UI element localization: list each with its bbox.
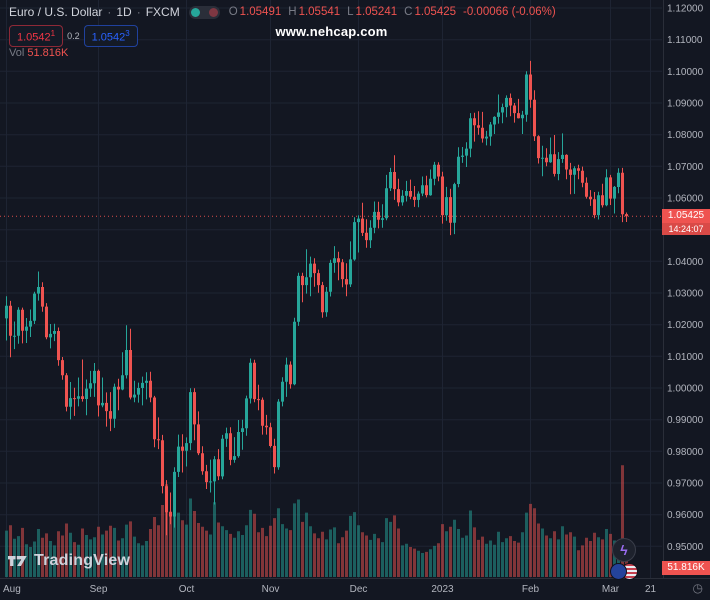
symbol-title[interactable]: Euro / U.S. Dollar bbox=[9, 5, 103, 19]
tradingview-logo[interactable]: TradingView bbox=[8, 552, 130, 570]
buy-button[interactable]: 1.05423 bbox=[83, 25, 138, 47]
axis-separators bbox=[0, 0, 710, 579]
toggle-off-dot-icon bbox=[208, 7, 218, 17]
sell-button[interactable]: 1.05421 bbox=[9, 25, 64, 47]
volume-bars-down bbox=[9, 465, 628, 577]
change-value: -0.00066 (-0.06%) bbox=[463, 6, 556, 18]
volume-axis-badge: 51.816K bbox=[662, 561, 710, 575]
price-axis[interactable] bbox=[663, 0, 710, 578]
tradingview-logo-mark bbox=[8, 556, 27, 566]
price-axis-label: 1.08000 bbox=[667, 130, 704, 141]
price-axis-label: 1.11000 bbox=[667, 35, 703, 46]
ohlc-high-value: 1.05541 bbox=[298, 6, 341, 18]
ohlc-readout: O 1.05491 H 1.05541 L 1.05241 C 1.05425 … bbox=[229, 6, 556, 18]
price-axis-label: 0.97000 bbox=[667, 479, 704, 490]
ohlc-close-value: 1.05425 bbox=[414, 6, 457, 18]
instant-order-button[interactable]: ϟ bbox=[612, 538, 636, 562]
watermark: www.nehcap.com bbox=[275, 24, 388, 39]
time-axis-label: 2023 bbox=[431, 584, 454, 595]
time-axis-label: Aug bbox=[3, 584, 21, 595]
time-axis-label: Dec bbox=[350, 584, 368, 595]
price-axis-label: 0.96000 bbox=[667, 510, 704, 521]
buy-price-pip: 3 bbox=[125, 29, 130, 38]
volume-label: Vol bbox=[9, 47, 25, 59]
separator-dot: · bbox=[136, 5, 141, 19]
tradingview-logo-text: TradingView bbox=[34, 552, 131, 569]
last-price-value: 1.05425 bbox=[662, 209, 710, 223]
price-axis-label: 1.00000 bbox=[667, 384, 704, 395]
up-candle-bodies bbox=[5, 74, 620, 517]
price-axis-label: 1.07000 bbox=[667, 162, 704, 173]
time-axis-label: Oct bbox=[179, 584, 195, 595]
lightning-icon: ϟ bbox=[620, 542, 628, 558]
timezone-clock-icon[interactable]: ◷ bbox=[692, 581, 703, 595]
price-axis-label: 1.04000 bbox=[667, 257, 704, 268]
separator-dot: · bbox=[107, 5, 112, 19]
price-axis-label: 1.01000 bbox=[667, 352, 704, 363]
time-axis-label: 21 bbox=[645, 584, 657, 595]
exchange-label[interactable]: FXCM bbox=[145, 5, 180, 19]
price-axis-label: 1.06000 bbox=[667, 194, 704, 205]
ohlc-open-value: 1.05491 bbox=[239, 6, 282, 18]
time-axis-label: Nov bbox=[262, 584, 280, 595]
price-axis-label: 1.03000 bbox=[667, 289, 704, 300]
volume-legend: Vol 51.816K bbox=[9, 47, 68, 59]
eur-flag-icon bbox=[610, 563, 627, 580]
toggle-on-dot-icon bbox=[190, 7, 200, 17]
time-axis[interactable] bbox=[0, 578, 710, 600]
volume-bars-up bbox=[5, 498, 620, 577]
candle-countdown: 14:24:07 bbox=[662, 223, 710, 235]
ohlc-low-label: L bbox=[347, 6, 354, 18]
time-axis-label: Feb bbox=[522, 584, 540, 595]
buy-sell-widget: 1.05421 0.2 1.05423 bbox=[9, 25, 138, 47]
spread-value: 0.2 bbox=[67, 30, 80, 41]
sell-price-pip: 1 bbox=[50, 29, 56, 38]
price-axis-label: 1.10000 bbox=[667, 67, 704, 78]
ohlc-low-value: 1.05241 bbox=[355, 6, 398, 18]
buy-price: 1.0542 bbox=[91, 31, 126, 44]
price-axis-label: 0.95000 bbox=[667, 542, 704, 553]
sell-price: 1.0542 bbox=[17, 31, 51, 44]
price-axis-label: 1.02000 bbox=[667, 320, 704, 331]
ohlc-close-label: C bbox=[404, 6, 413, 18]
volume-value: 51.816K bbox=[27, 47, 69, 59]
time-axis-label: Sep bbox=[90, 584, 108, 595]
ohlc-open-label: O bbox=[228, 6, 238, 18]
chart-legend: Euro / U.S. Dollar · 1D · FXCM O 1.05491… bbox=[9, 5, 556, 19]
price-axis-label: 1.12000 bbox=[667, 4, 704, 15]
last-price-badge: 1.05425 14:24:07 bbox=[662, 209, 710, 235]
price-axis-label: 0.98000 bbox=[667, 447, 704, 458]
series-visibility-toggle[interactable] bbox=[188, 5, 220, 19]
currency-pair-icon[interactable] bbox=[610, 562, 640, 580]
ohlc-high-label: H bbox=[288, 6, 297, 18]
price-axis-label: 0.99000 bbox=[667, 415, 704, 426]
interval-label[interactable]: 1D bbox=[116, 5, 132, 19]
price-axis-label: 1.09000 bbox=[667, 99, 704, 110]
down-candle-bodies bbox=[9, 74, 628, 517]
time-axis-label: Mar bbox=[602, 584, 620, 595]
